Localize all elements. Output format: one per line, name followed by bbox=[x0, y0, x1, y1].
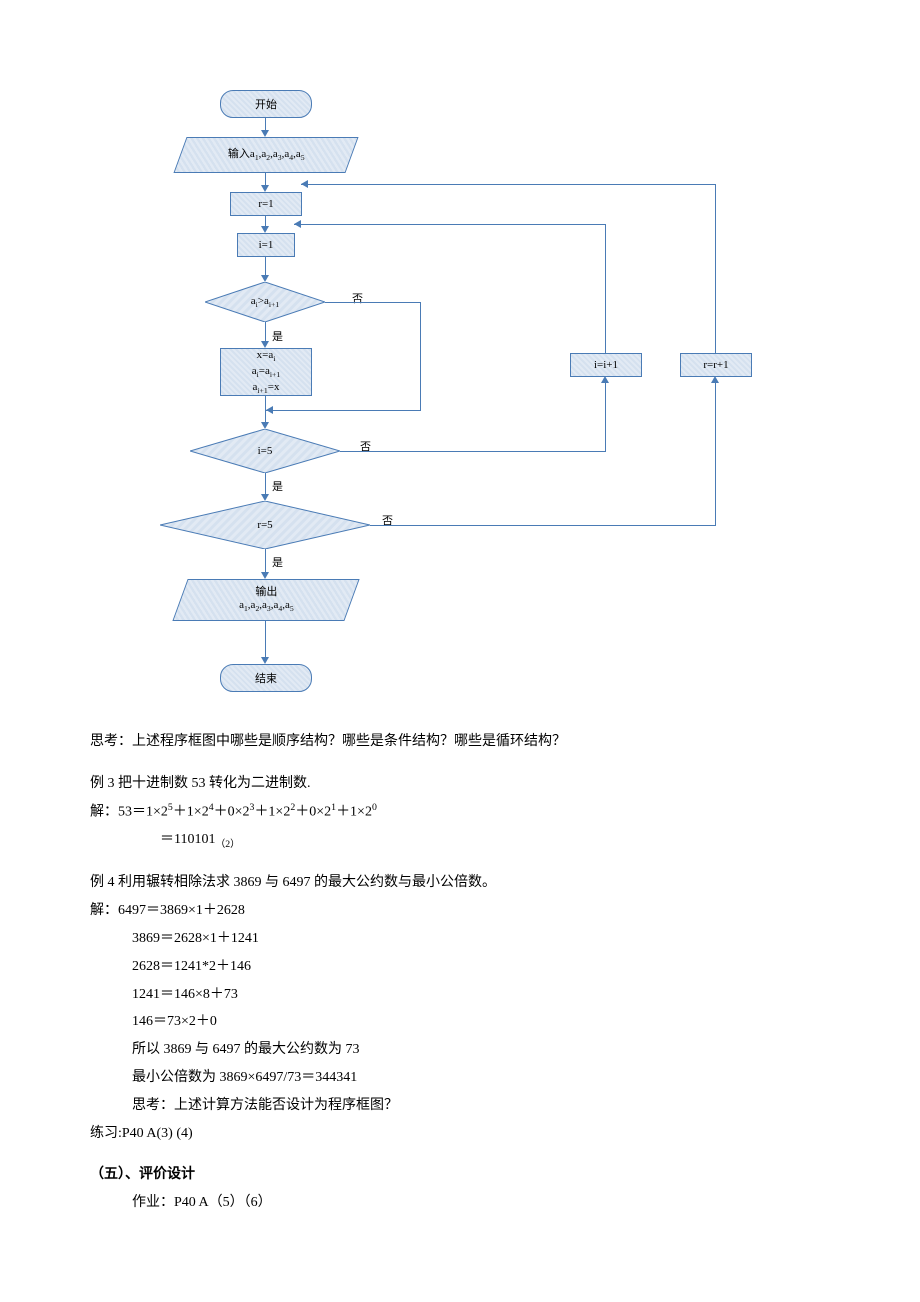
node-iinc-label: i=i+1 bbox=[594, 358, 618, 372]
section5-title: （五）、评价设计 bbox=[90, 1163, 830, 1187]
think-line: 思考：上述程序框图中哪些是顺序结构？哪些是条件结构？哪些是循环结构？ bbox=[90, 730, 830, 754]
node-start: 开始 bbox=[220, 90, 312, 118]
node-i1: i=1 bbox=[237, 233, 295, 257]
node-r5-label: r=5 bbox=[257, 519, 272, 531]
ex3-line2: ＝110101（2） bbox=[90, 828, 830, 853]
r5-yes-label: 是 bbox=[272, 554, 283, 570]
ex3-title: 例 3 把十进制数 53 转化为二进制数. bbox=[90, 772, 830, 796]
cmp-no-label: 否 bbox=[352, 290, 363, 306]
node-end: 结束 bbox=[220, 664, 312, 692]
node-swap-label: x=aiai=ai+1ai+1=x bbox=[252, 348, 280, 397]
ex4-step-7: 思考：上述计算方法能否设计为程序框图？ bbox=[90, 1094, 830, 1118]
ex4-step-4: 146＝73×2＋0 bbox=[90, 1010, 830, 1034]
node-i5: i=5 bbox=[190, 429, 340, 473]
body-text: 思考：上述程序框图中哪些是顺序结构？哪些是条件结构？哪些是循环结构？ 例 3 把… bbox=[90, 730, 830, 1215]
ex4-step-6: 最小公倍数为 3869×6497/73＝344341 bbox=[90, 1066, 830, 1090]
ex4-title: 例 4 利用辗转相除法求 3869 与 6497 的最大公约数与最小公倍数。 bbox=[90, 871, 830, 895]
node-cmp-label: ai>ai+1 bbox=[251, 295, 279, 309]
node-i5-label: i=5 bbox=[258, 445, 273, 457]
node-output: 输出a1,a2,a3,a4,a5 bbox=[172, 579, 359, 621]
node-r1: r=1 bbox=[230, 192, 302, 216]
flowchart: 开始 输入a1,a2,a3,a4,a5 r=1 i=1 ai>ai+1 否 bbox=[120, 90, 820, 720]
node-start-label: 开始 bbox=[255, 96, 277, 112]
ex4-step-3: 1241＝146×8＋73 bbox=[90, 983, 830, 1007]
node-r5: r=5 bbox=[160, 501, 370, 549]
node-i1-label: i=1 bbox=[259, 238, 274, 252]
ex4-step-0: 解：6497＝3869×1＋2628 bbox=[90, 899, 830, 923]
node-end-label: 结束 bbox=[255, 670, 277, 686]
node-input-label: 输入a1,a2,a3,a4,a5 bbox=[228, 148, 305, 162]
node-r1-label: r=1 bbox=[258, 197, 273, 211]
node-rinc-label: r=r+1 bbox=[703, 358, 728, 372]
ex4-step-1: 3869＝2628×1＋1241 bbox=[90, 927, 830, 951]
cmp-yes-label: 是 bbox=[272, 328, 283, 344]
node-cmp: ai>ai+1 bbox=[205, 282, 325, 322]
node-input: 输入a1,a2,a3,a4,a5 bbox=[173, 137, 358, 173]
node-swap: x=aiai=ai+1ai+1=x bbox=[220, 348, 312, 396]
ex4-step-5: 所以 3869 与 6497 的最大公约数为 73 bbox=[90, 1038, 830, 1062]
i5-yes-label: 是 bbox=[272, 478, 283, 494]
ex3-line1: 解：53＝1×25＋1×24＋0×23＋1×22＋0×21＋1×20 bbox=[90, 800, 830, 824]
homework: 作业：P40 A（5）（6） bbox=[90, 1191, 830, 1215]
node-iinc: i=i+1 bbox=[570, 353, 642, 377]
node-rinc: r=r+1 bbox=[680, 353, 752, 377]
practice: 练习:P40 A(3) (4) bbox=[90, 1122, 830, 1146]
ex4-step-2: 2628＝1241*2＋146 bbox=[90, 955, 830, 979]
node-output-label: 输出a1,a2,a3,a4,a5 bbox=[239, 586, 294, 614]
